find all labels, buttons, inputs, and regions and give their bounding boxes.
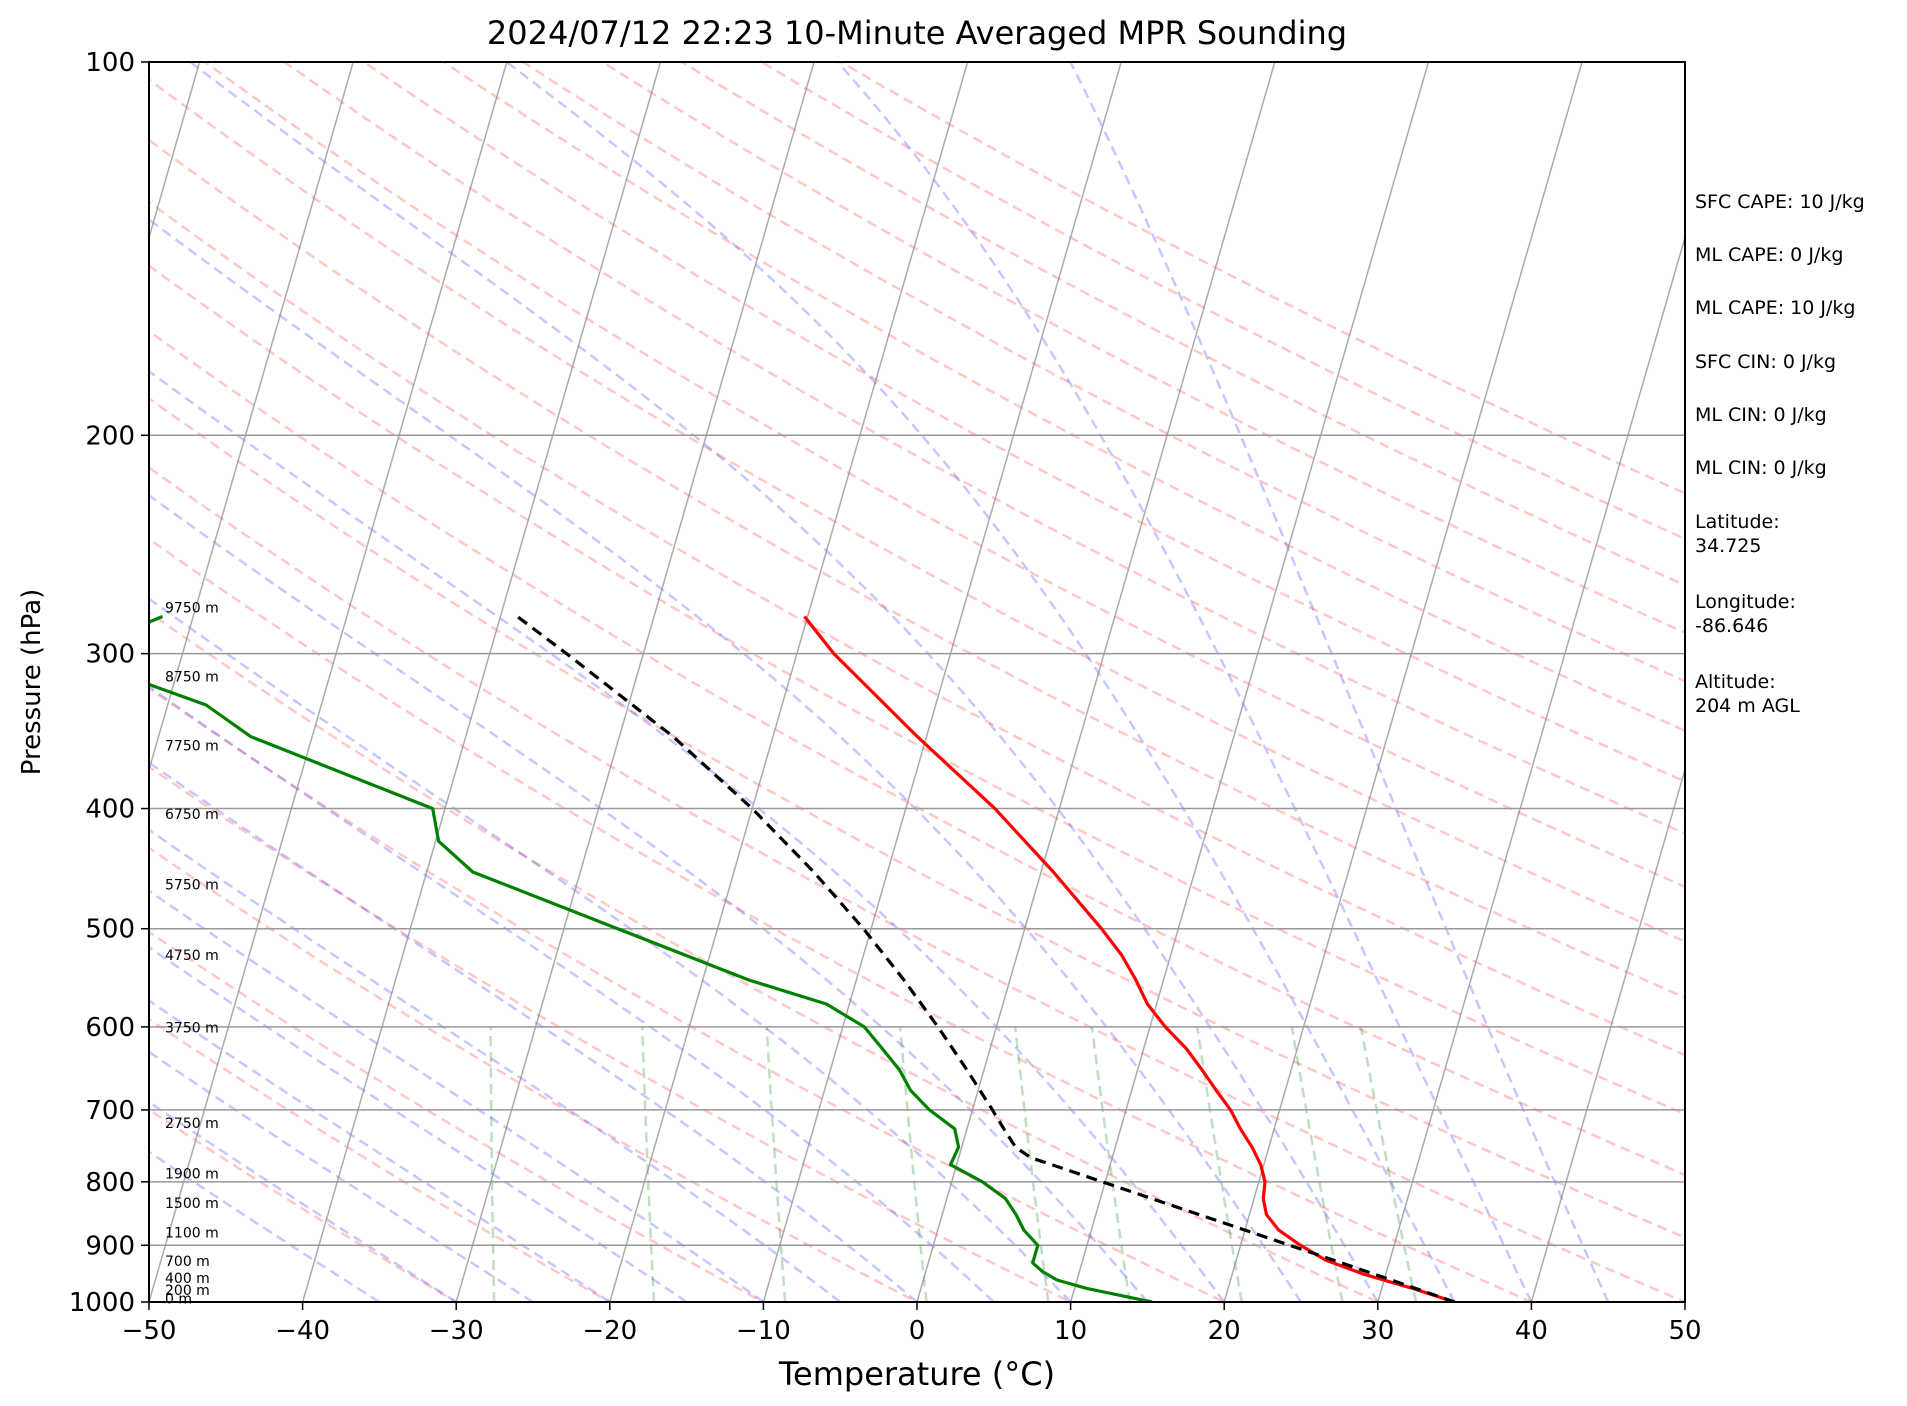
isotherm bbox=[916, 62, 1276, 1302]
dry-adiabat bbox=[149, 686, 1228, 1302]
x-tick-label: −30 bbox=[429, 1316, 484, 1346]
x-tick-label: −40 bbox=[275, 1316, 330, 1346]
y-tick-label: 200 bbox=[85, 421, 135, 451]
isotherm bbox=[762, 62, 1122, 1302]
y-tick-label: 600 bbox=[85, 1013, 135, 1043]
height-label: 6750 m bbox=[165, 807, 219, 823]
x-tick-label: −50 bbox=[122, 1316, 177, 1346]
height-label: 400 m bbox=[165, 1271, 210, 1287]
height-label: 200 m bbox=[165, 1283, 210, 1299]
moist-adiabat bbox=[149, 828, 841, 1302]
y-tick-label: 1000 bbox=[69, 1288, 135, 1318]
moist-adiabat bbox=[149, 1150, 381, 1302]
dry-adiabat bbox=[149, 537, 1535, 1302]
temperature-profile-line bbox=[803, 615, 1456, 1302]
moist-adiabat bbox=[505, 62, 1456, 1302]
x-tick-label: 0 bbox=[909, 1316, 926, 1346]
dry-adiabat bbox=[149, 200, 1685, 1057]
isotherm bbox=[301, 62, 662, 1302]
moist-adiabat bbox=[149, 369, 1226, 1302]
y-tick-label: 900 bbox=[85, 1231, 135, 1261]
ml-cape-text-2: ML CAPE: 10 J/kg bbox=[1695, 297, 1856, 319]
isotherm bbox=[609, 62, 969, 1302]
dry-adiabat bbox=[149, 466, 1685, 1302]
moist-adiabat bbox=[1069, 62, 1610, 1302]
mixing-ratio-line bbox=[1359, 1026, 1418, 1302]
y-axis-label: Pressure (hPa) bbox=[17, 589, 47, 776]
height-label: 3750 m bbox=[165, 1020, 219, 1036]
moist-adiabat bbox=[149, 217, 1303, 1302]
moist-adiabat bbox=[149, 1100, 457, 1302]
x-axis-label: Temperature (°C) bbox=[778, 1355, 1055, 1393]
x-tick-label: −20 bbox=[582, 1316, 637, 1346]
height-label: 0 m bbox=[165, 1292, 192, 1308]
isotherm bbox=[149, 62, 508, 1302]
height-label: 5750 m bbox=[165, 878, 219, 894]
dry-adiabat bbox=[149, 78, 1685, 943]
dry-adiabat bbox=[149, 138, 1685, 999]
dry-adiabat bbox=[149, 329, 1685, 1177]
chart-title: 2024/07/12 22:23 10-Minute Averaged MPR … bbox=[487, 14, 1347, 52]
dry-adiabat bbox=[149, 765, 1074, 1302]
altitude-text: Altitude: 204 m AGL bbox=[1695, 671, 1800, 717]
isotherm bbox=[1223, 62, 1583, 1302]
moist-adiabat bbox=[149, 761, 918, 1302]
moist-adiabat bbox=[149, 889, 765, 1302]
isotherm bbox=[1069, 62, 1430, 1302]
height-label: 700 m bbox=[165, 1254, 210, 1270]
moist-adiabat bbox=[149, 493, 1149, 1302]
sfc-cin-text: SFC CIN: 0 J/kg bbox=[1695, 351, 1837, 373]
moist-adiabat bbox=[189, 62, 1379, 1302]
x-tick-label: 20 bbox=[1208, 1316, 1241, 1346]
dry-adiabat bbox=[149, 610, 1381, 1302]
ml-cin-text-2: ML CIN: 0 J/kg bbox=[1695, 457, 1827, 479]
y-tick-label: 700 bbox=[85, 1096, 135, 1126]
x-tick-label: 40 bbox=[1515, 1316, 1548, 1346]
y-tick-label: 500 bbox=[85, 915, 135, 945]
dry-adiabat bbox=[149, 930, 767, 1302]
isotherm bbox=[455, 62, 815, 1302]
dry-adiabat bbox=[149, 846, 920, 1302]
moist-adiabat bbox=[149, 1050, 534, 1302]
dry-adiabat bbox=[149, 396, 1685, 1239]
height-label: 1500 m bbox=[165, 1196, 219, 1212]
height-label: 1900 m bbox=[165, 1166, 219, 1182]
height-label: 7750 m bbox=[165, 738, 219, 754]
mixing-ratio-line bbox=[898, 1026, 928, 1302]
ml-cape-text: ML CAPE: 0 J/kg bbox=[1695, 244, 1844, 266]
mixing-ratio-line bbox=[489, 1026, 496, 1302]
moist-adiabat bbox=[149, 999, 611, 1302]
y-tick-label: 300 bbox=[85, 640, 135, 670]
dry-adiabat bbox=[520, 62, 1685, 683]
dry-adiabat bbox=[361, 62, 1685, 783]
dry-adiabat bbox=[282, 62, 1685, 835]
parcel-profile-profile-line bbox=[516, 615, 1456, 1302]
height-label: 2750 m bbox=[165, 1116, 219, 1132]
y-tick-label: 400 bbox=[85, 795, 135, 825]
isotherm bbox=[149, 62, 354, 773]
isotherm bbox=[1530, 767, 1685, 1302]
dry-adiabat bbox=[441, 62, 1685, 733]
moist-adiabat bbox=[836, 62, 1533, 1302]
y-tick-label: 100 bbox=[85, 48, 135, 78]
sfc-cape-text: SFC CAPE: 10 J/kg bbox=[1695, 191, 1865, 213]
moist-adiabat bbox=[149, 685, 995, 1302]
x-tick-label: 30 bbox=[1361, 1316, 1394, 1346]
ml-cin-text: ML CIN: 0 J/kg bbox=[1695, 404, 1827, 426]
height-label: 4750 m bbox=[165, 948, 219, 964]
y-tick-label: 800 bbox=[85, 1168, 135, 1198]
dry-adiabat bbox=[202, 62, 1685, 889]
dry-adiabat bbox=[149, 1017, 613, 1302]
latitude-text: Latitude: 34.725 bbox=[1695, 511, 1780, 557]
height-label: 1100 m bbox=[165, 1225, 219, 1241]
isotherm bbox=[1377, 234, 1685, 1302]
height-label: 9750 m bbox=[165, 601, 219, 617]
x-tick-label: −10 bbox=[736, 1316, 791, 1346]
x-tick-label: 10 bbox=[1054, 1316, 1087, 1346]
height-label: 8750 m bbox=[165, 670, 219, 686]
longitude-text: Longitude: -86.646 bbox=[1695, 591, 1796, 637]
x-tick-label: 50 bbox=[1668, 1316, 1701, 1346]
dewpoint-profile-line bbox=[149, 615, 1153, 1302]
